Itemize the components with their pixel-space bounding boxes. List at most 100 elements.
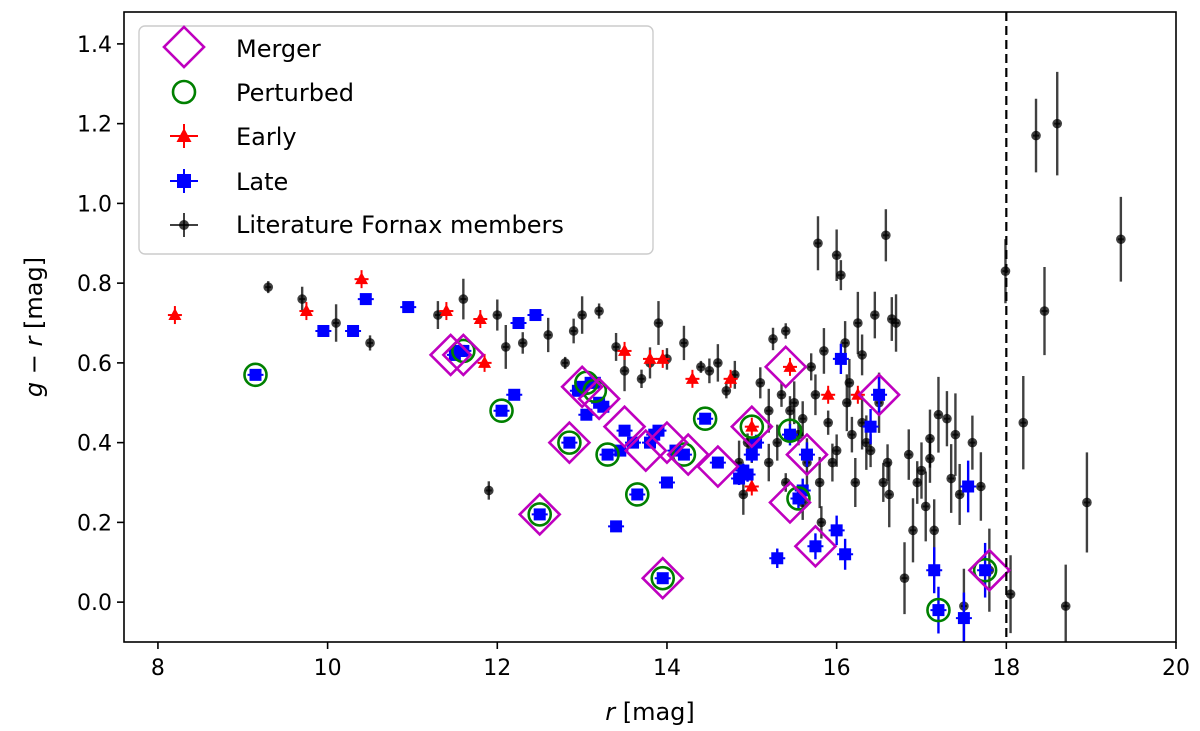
literature-point	[878, 463, 889, 502]
literature-point	[925, 409, 935, 468]
legend-label-early: Early	[236, 123, 297, 151]
early-point	[617, 341, 632, 360]
early-point	[643, 349, 657, 368]
literature-point	[636, 369, 647, 389]
x-tick-label: 20	[1162, 656, 1190, 681]
literature-point	[1018, 376, 1029, 470]
legend-marker-literature	[170, 213, 198, 237]
literature-point	[263, 281, 274, 294]
early-point	[655, 349, 670, 368]
legend: Merger Perturbed Early Late Literature F…	[138, 25, 654, 255]
literature-point	[1005, 555, 1016, 634]
late-point	[828, 515, 845, 546]
merger-point	[560, 364, 604, 409]
late-point	[675, 448, 692, 461]
literature-series	[263, 71, 1126, 642]
literature-point	[1052, 71, 1063, 176]
perturbed-point	[972, 557, 998, 583]
literature-point	[881, 209, 891, 262]
merger-point	[763, 345, 808, 389]
literature-point	[831, 229, 842, 281]
y-tick-label: 0.4	[77, 432, 112, 457]
merger-point	[441, 333, 486, 377]
late-point	[798, 442, 815, 467]
literature-point	[884, 461, 895, 528]
late-point	[654, 572, 671, 585]
literature-point	[797, 401, 808, 437]
y-tick-label: 0.2	[77, 511, 112, 536]
literature-point	[853, 291, 863, 355]
x-tick-label: 14	[653, 656, 681, 681]
literature-point	[899, 542, 910, 615]
late-point	[926, 547, 943, 594]
merger-point	[696, 444, 740, 489]
merger-point	[967, 548, 1012, 593]
merger-point	[857, 372, 901, 417]
literature-point	[1060, 564, 1071, 642]
late-point	[739, 467, 756, 482]
literature-point	[847, 416, 857, 453]
literature-point	[768, 327, 778, 351]
perturbed-point	[557, 430, 582, 455]
literature-point	[458, 278, 469, 320]
merger-point	[666, 432, 711, 477]
literature-point	[882, 444, 893, 481]
late-point	[955, 592, 972, 642]
literature-point	[933, 376, 944, 453]
x-tick-label: 10	[314, 656, 342, 681]
literature-point	[836, 260, 846, 291]
perturbed-point	[692, 406, 718, 432]
literature-point	[577, 296, 587, 334]
perturbed-point	[671, 442, 697, 467]
y-tick-label: 0.0	[77, 591, 112, 616]
literature-point	[920, 471, 931, 542]
merger-point	[517, 492, 562, 537]
literature-point	[976, 452, 986, 521]
x-tick-label: 16	[823, 656, 851, 681]
literature-point	[823, 410, 833, 435]
literature-point	[870, 291, 880, 339]
early-point	[354, 270, 369, 289]
legend-label-late: Late	[236, 168, 288, 196]
late-point	[930, 586, 947, 634]
legend-marker-early	[170, 124, 198, 148]
early-point	[685, 369, 700, 388]
literature-point	[831, 434, 842, 467]
perturbed-point	[926, 597, 951, 623]
late-point	[578, 408, 595, 421]
merger-point	[428, 333, 473, 377]
literature-point	[500, 325, 511, 369]
perturbed-point	[739, 414, 765, 439]
merger-point	[547, 420, 592, 465]
late-point	[315, 324, 332, 337]
literature-point	[857, 395, 867, 450]
x-tick-label: 8	[151, 656, 165, 681]
early-point	[167, 306, 182, 325]
literature-point	[594, 303, 604, 319]
merger-point	[768, 480, 812, 525]
late-point	[527, 309, 544, 322]
literature-point	[946, 444, 956, 513]
literature-point	[844, 358, 855, 407]
late-point	[977, 542, 994, 598]
perturbed-point	[527, 502, 553, 527]
late-point	[832, 343, 849, 375]
literature-point	[331, 304, 341, 342]
literature-point	[789, 381, 800, 425]
early-point	[821, 385, 836, 404]
perturbed-point	[624, 482, 650, 507]
literature-point	[780, 323, 791, 339]
literature-point	[568, 318, 579, 344]
y-tick-label: 0.8	[77, 272, 112, 297]
merger-point	[793, 524, 838, 569]
literature-point	[891, 294, 901, 352]
literature-point	[916, 442, 927, 499]
legend-marker-merger	[162, 25, 206, 69]
literature-point	[912, 461, 923, 504]
literature-point	[484, 481, 494, 500]
literature-point	[857, 334, 867, 376]
literature-point	[763, 443, 774, 482]
late-point	[658, 476, 675, 489]
y-tick-label: 1.2	[77, 113, 112, 138]
literature-point	[721, 383, 732, 399]
